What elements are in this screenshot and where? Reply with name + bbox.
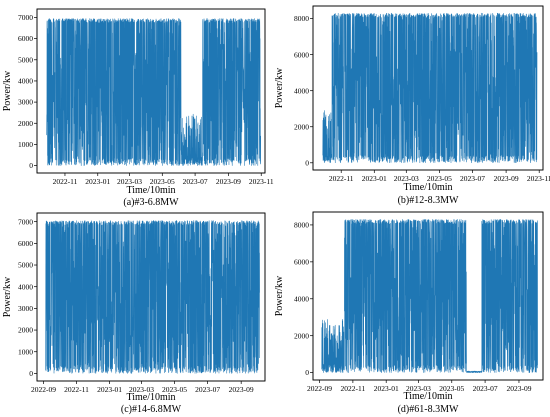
x-tick-label: 2022-09 [31, 385, 56, 394]
x-ticks: 2022-09 2022-11 2023-01 2023-03 2023-05 2023-… [31, 381, 254, 394]
x-tick-label: 2022-11 [53, 177, 78, 186]
x-axis-label: Time/10min [403, 391, 452, 402]
power-series-line [322, 12, 538, 164]
y-tick-label: 3000 [18, 98, 33, 107]
y-tick-label: 0 [29, 369, 33, 378]
y-tick-label: 4000 [18, 282, 33, 291]
chart-panel-b: 2022-11 2023-01 2023-03 2023-05 2023-07 2023-… [275, 5, 550, 206]
plot-area [312, 211, 544, 381]
x-tick-label: 2022-11 [64, 385, 89, 394]
y-tick-label: 6000 [18, 239, 33, 248]
x-tick-label: 2023-05 [427, 174, 452, 183]
y-tick-label: 6000 [18, 34, 33, 43]
y-tick-label: 4000 [18, 77, 33, 86]
chart-panel-d: 2022-09 2022-11 2023-01 2023-03 2023-05 2023-… [275, 211, 544, 415]
power-series-line [45, 220, 260, 374]
chart-panel-c: 2022-09 2022-11 2023-01 2023-03 2023-05 2023-… [2, 212, 266, 415]
x-tick-label: 2023-03 [394, 174, 419, 183]
y-tick-label: 0 [305, 158, 309, 167]
y-tick-label: 2000 [18, 119, 33, 128]
y-tick-label: 4000 [294, 86, 309, 95]
y-tick-label: 1000 [18, 140, 33, 149]
x-tick-label: 2023-09 [494, 174, 519, 183]
y-axis-label: Power/kw [275, 275, 285, 316]
x-tick-label: 2023-09 [216, 177, 241, 186]
x-tick-label: 2023-07 [460, 174, 485, 183]
series-clip-group [45, 220, 260, 374]
power-series-line [46, 18, 261, 166]
y-tick-label: 8000 [294, 14, 309, 23]
y-tick-label: 0 [305, 368, 309, 377]
y-tick-label: 8000 [294, 221, 309, 230]
x-tick-label: 2023-09 [506, 384, 531, 393]
y-ticks: 0 1000 2000 3000 4000 5000 6000 7000 [18, 217, 37, 378]
y-tick-label: 6000 [294, 257, 309, 266]
x-tick-label: 2022-11 [341, 384, 366, 393]
series-clip-group [321, 219, 538, 373]
y-axis-label: Power/kw [2, 70, 13, 111]
x-tick-label: 2023-01 [97, 385, 122, 394]
y-ticks: 0 2000 4000 6000 8000 [294, 221, 313, 377]
panel-caption: (c)#14-6.8MW [121, 404, 182, 415]
y-tick-label: 2000 [18, 326, 33, 335]
plot-area [36, 8, 266, 174]
x-axis-label: Time/10min [403, 182, 452, 193]
y-ticks: 0 1000 2000 3000 4000 5000 6000 7000 [18, 13, 37, 170]
x-tick-label: 2023-05 [150, 177, 175, 186]
plot-frame-border [36, 212, 266, 382]
x-ticks: 2022-11 2023-01 2023-03 2023-05 2023-07 2023-… [53, 173, 274, 186]
x-tick-label: 2023-01 [374, 384, 399, 393]
series-clip-group [322, 12, 538, 164]
power-series-line [321, 219, 538, 373]
panel-caption: (d)#61-8.3MW [398, 404, 459, 415]
x-tick-label: 2023-09 [229, 385, 254, 394]
x-axis-label: Time/10min [126, 392, 175, 403]
plot-area [36, 212, 266, 382]
x-tick-label: 2023-07 [195, 385, 220, 394]
y-tick-label: 7000 [18, 13, 33, 22]
x-ticks: 2022-11 2023-01 2023-03 2023-05 2023-07 2023-… [329, 170, 550, 183]
y-tick-label: 7000 [18, 217, 33, 226]
x-tick-label: 2023-03 [129, 385, 154, 394]
y-axis-label: Power/kw [2, 276, 13, 317]
panel-caption: (b)#12-8.3MW [398, 195, 459, 206]
y-tick-label: 0 [29, 161, 33, 170]
y-tick-label: 3000 [18, 304, 33, 313]
x-tick-label: 2023-11 [527, 174, 550, 183]
y-tick-label: 5000 [18, 261, 33, 270]
x-tick-label: 2023-05 [162, 385, 187, 394]
y-tick-label: 4000 [294, 294, 309, 303]
x-tick-label: 2023-01 [362, 174, 387, 183]
y-tick-label: 2000 [294, 122, 309, 131]
x-tick-label: 2023-07 [473, 384, 498, 393]
series-clip-group [46, 18, 261, 166]
x-tick-label: 2023-05 [439, 384, 464, 393]
y-tick-label: 5000 [18, 55, 33, 64]
y-tick-label: 6000 [294, 50, 309, 59]
panel-caption: (a)#3-6.8MW [123, 197, 179, 208]
plot-frame-border [312, 5, 544, 171]
x-tick-label: 2023-07 [183, 177, 208, 186]
x-tick-label: 2022-11 [329, 174, 354, 183]
x-tick-label: 2023-11 [249, 177, 274, 186]
plot-frame-border [312, 211, 544, 381]
plot-frame-border [36, 8, 266, 174]
x-tick-label: 2023-03 [117, 177, 142, 186]
x-tick-label: 2023-01 [85, 177, 110, 186]
x-tick-label: 2023-03 [406, 384, 431, 393]
y-tick-label: 1000 [18, 347, 33, 356]
chart-panel-a: 2022-11 2023-01 2023-03 2023-05 2023-07 2023-… [2, 8, 274, 208]
y-axis-label: Power/kw [275, 67, 285, 108]
x-ticks: 2022-09 2022-11 2023-01 2023-03 2023-05 2023-… [307, 380, 532, 393]
x-tick-label: 2022-09 [307, 384, 332, 393]
plot-area [312, 5, 544, 171]
y-tick-label: 2000 [294, 331, 309, 340]
x-axis-label: Time/10min [126, 185, 175, 196]
y-ticks: 0 2000 4000 6000 8000 [294, 14, 313, 167]
